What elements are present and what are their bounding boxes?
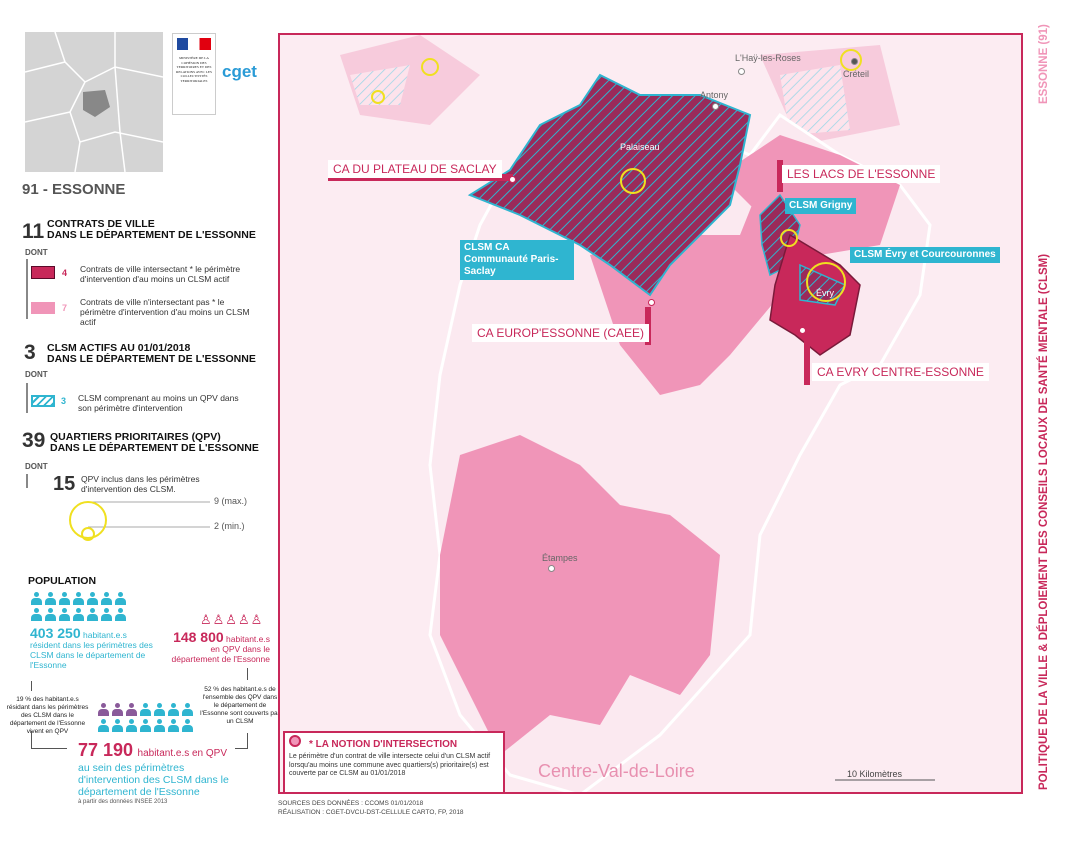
caee-region xyxy=(590,185,800,395)
clsm-title: CLSM ACTIFS AU 01/01/2018 DANS LE DÉPARTE… xyxy=(47,342,256,365)
clsm-qpv-count: 3 xyxy=(61,396,67,406)
qpv-pop: 148 800 habitant.e.s en QPV dans le dépar… xyxy=(171,629,271,664)
not-intersecting-count: 7 xyxy=(62,303,68,313)
qpv-circle-min xyxy=(81,527,95,541)
population-source: à partir des données INSEE 2013 xyxy=(78,799,168,805)
clsm-qpv-text: CLSM comprenant au moins un QPV dans son… xyxy=(78,393,239,413)
qpv-circle xyxy=(620,168,646,194)
pct-left: 19 % des habitant.e.s résidant dans les … xyxy=(6,696,89,735)
qpv-circle xyxy=(806,262,846,302)
town-label: Antony xyxy=(700,90,729,100)
town-label: L'Haÿ-les-Roses xyxy=(735,53,801,63)
intersection-text: Le périmètre d'un contrat de ville inter… xyxy=(289,753,491,777)
contrats-title: CONTRATS DE VILLE DANS LE DÉPARTEMENT DE … xyxy=(47,218,256,241)
label-saclay: CA DU PLATEAU DE SACLAY xyxy=(328,160,502,178)
qpv-title: QUARTIERS PRIORITAIRES (QPV) DANS LE DÉPA… xyxy=(50,431,259,454)
inter-pop: 77 190 habitant.e.s en QPV xyxy=(78,740,228,760)
qpv-in-clsm-text: QPV inclus dans les périmètres d'interve… xyxy=(81,474,200,494)
divider xyxy=(26,383,28,413)
ministry-logo: MINISTÈRE DE LA COHÉSION DES TERRITOIRES… xyxy=(172,33,216,115)
qpv-circle xyxy=(421,58,439,76)
qpv-count: 39 xyxy=(22,429,46,452)
swatch-not-intersecting xyxy=(31,302,55,314)
side-dept: ESSONNE (91) xyxy=(1038,24,1050,104)
min-label: 2 (min.) xyxy=(214,521,245,531)
person-icon xyxy=(31,592,42,605)
clsm-pop-icons xyxy=(31,592,141,624)
dont-label: DONT xyxy=(25,248,48,257)
swatch-intersecting xyxy=(31,266,55,279)
label-lacs: LES LACS DE L'ESSONNE xyxy=(782,165,941,183)
divider xyxy=(26,474,28,488)
clsm-label-paris-saclay: CLSM CA Communauté Paris-Saclay xyxy=(460,240,574,280)
town-label: Palaiseau xyxy=(620,142,660,152)
qpv-size-legend xyxy=(69,501,210,541)
intersection-box: * LA NOTION D'INTERSECTION Le périmètre … xyxy=(283,731,505,792)
town-label: Créteil xyxy=(843,69,870,79)
realisation: RÉALISATION : CGET-DVCU-DST-CELLULE CART… xyxy=(278,809,464,816)
footer: SOURCES DES DONNÉES : CCOMS 01/01/2018 R… xyxy=(278,799,464,817)
label-caee: CA EUROP'ESSONNE (CAEE) xyxy=(472,324,649,342)
inter-pop-text: au sein des périmètres d'intervention de… xyxy=(78,762,229,798)
side-title: POLITIQUE DE LA VILLE & DÉPLOIEMENT DES … xyxy=(1038,253,1050,790)
qpv-circle xyxy=(780,229,798,247)
etampes-region xyxy=(440,435,720,755)
region-label: Centre-Val-de-Loire xyxy=(538,761,695,781)
qpv-circle xyxy=(371,90,385,104)
qpv-circle-max xyxy=(69,501,107,539)
intersecting-count: 4 xyxy=(62,268,68,278)
pct-right: 52 % des habitant.e.s de l'ensemble des … xyxy=(200,686,280,725)
population-title: POPULATION xyxy=(28,575,97,587)
map-frame[interactable]: L'Haÿ-les-Roses Créteil Antony Palaiseau… xyxy=(278,33,1023,794)
intersecting-text: Contrats de ville intersectant * le péri… xyxy=(80,264,241,284)
town-label: Évry xyxy=(816,288,834,298)
qpv-circle xyxy=(840,49,862,71)
essonne-locator xyxy=(83,90,110,117)
clsm-count: 3 xyxy=(24,341,36,364)
swatch-clsm-hatch xyxy=(31,395,55,407)
scale-label: 10 Kilomètres xyxy=(847,769,903,779)
department-title: 91 - ESSONNE xyxy=(22,181,126,198)
contrats-count: 11 xyxy=(22,220,45,243)
max-label: 9 (max.) xyxy=(214,496,248,506)
dont-label: DONT xyxy=(25,462,48,471)
qpv-in-clsm-count: 15 xyxy=(53,473,76,495)
inter-pop-icons xyxy=(98,703,208,735)
divider xyxy=(26,259,28,319)
town-label: Étampes xyxy=(542,553,578,563)
cget-logo: cget xyxy=(222,62,257,81)
dont-label: DONT xyxy=(25,370,48,379)
clsm-label-evry: CLSM Évry et Courcouronnes xyxy=(850,247,1000,263)
sources: SOURCES DES DONNÉES : CCOMS 01/01/2018 xyxy=(278,800,424,807)
label-evry: CA EVRY CENTRE-ESSONNE xyxy=(812,363,989,381)
not-intersecting-text: Contrats de ville n'intersectant pas * l… xyxy=(80,297,250,327)
magnifier-icon xyxy=(289,735,301,747)
qpv-pop-icons: ♙♙♙♙♙ xyxy=(200,612,264,627)
clsm-label-grigny: CLSM Grigny xyxy=(785,198,857,214)
clsm-pop: 403 250 habitant.e.s résident dans les pé… xyxy=(30,625,153,670)
locator-map xyxy=(25,32,163,172)
intersection-title: * LA NOTION D'INTERSECTION xyxy=(309,739,458,750)
